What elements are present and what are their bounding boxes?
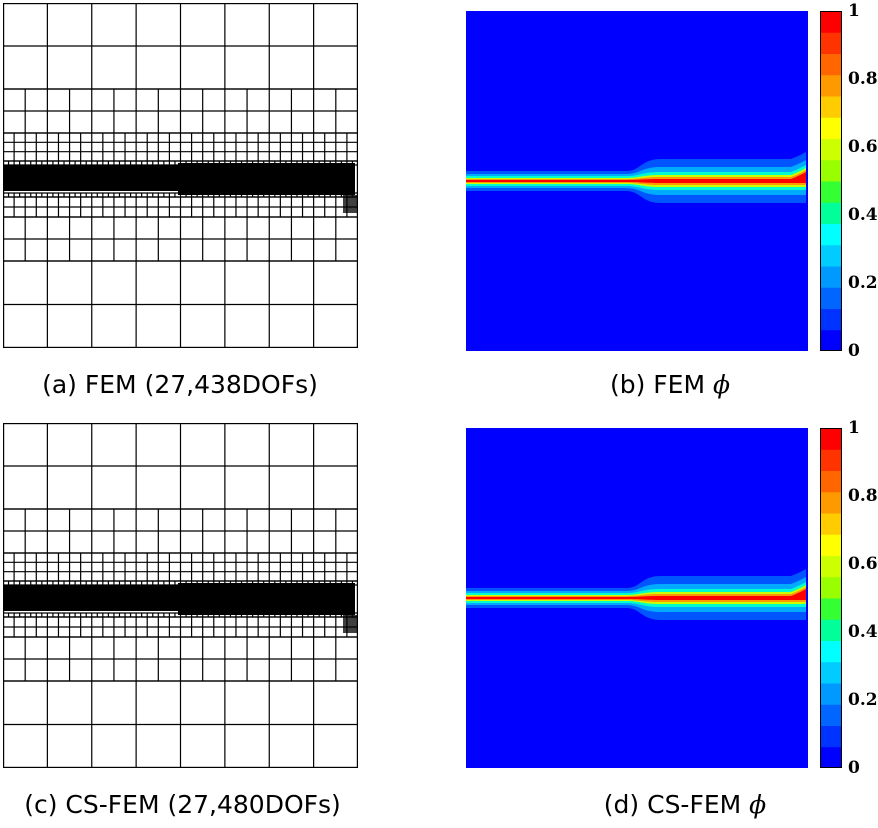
colorbar-segment <box>820 683 842 705</box>
colorbar-tick-label: 0.4 <box>848 205 878 225</box>
caption-d: (d) CS-FEM ϕ <box>603 790 767 819</box>
colorbar-tick-label: 0.6 <box>848 137 878 157</box>
colorbar-segment <box>820 308 842 331</box>
refined-tip <box>343 615 358 633</box>
colorbar-tick-label: 0.2 <box>848 273 878 293</box>
colorbar-tick-label: 1 <box>848 1 860 21</box>
colorbar-tick-label: 0.6 <box>848 554 878 574</box>
colorbar-segment <box>820 661 842 684</box>
colorbar-segment <box>820 74 842 97</box>
caption-b: (b) FEM ϕ <box>609 370 731 399</box>
colorbar-segment <box>820 159 842 182</box>
colorbar-segment <box>820 746 842 768</box>
colorbar-segment <box>820 725 842 748</box>
colorbar-segment <box>820 555 842 578</box>
colorbar-segment <box>820 138 842 161</box>
colorbar-fem <box>820 11 842 351</box>
colorbar-segment <box>820 287 842 309</box>
colorbar-segment <box>820 181 842 203</box>
caption-a: (a) FEM (27,438DOFs) <box>42 370 318 399</box>
colorbar-tick-label: 1 <box>848 418 860 438</box>
colorbar-border <box>820 11 842 351</box>
colorbar-cs-fem <box>820 428 842 768</box>
colorbar-tick-label: 0 <box>848 758 860 778</box>
colorbar-segment <box>820 704 842 726</box>
colorbar-tick-label: 0.2 <box>848 690 878 710</box>
colorbar-segment <box>820 329 842 351</box>
refined-band-left <box>3 165 178 191</box>
colorbar-tick-label: 0.8 <box>848 69 878 89</box>
mesh-plot-cs-fem <box>3 423 358 768</box>
colorbar-segment <box>820 449 842 471</box>
caption-c: (c) CS-FEM (27,480DOFs) <box>24 790 341 819</box>
mesh-plot-fem <box>3 3 358 348</box>
colorbar-segment <box>820 491 842 514</box>
refined-band-right <box>178 583 355 615</box>
colorbar-tick-label: 0.8 <box>848 486 878 506</box>
phase-field-plot-cs-fem <box>466 428 808 768</box>
refined-band-right <box>178 163 355 195</box>
colorbar-segment <box>820 117 842 139</box>
field-contour-5 <box>466 172 806 183</box>
colorbar-segment <box>820 576 842 599</box>
refined-band-left <box>3 585 178 611</box>
colorbar-segment <box>820 202 842 224</box>
colorbar-segment <box>820 11 842 33</box>
colorbar-segment <box>820 640 842 663</box>
colorbar-segment <box>820 223 842 246</box>
refined-tip <box>343 195 358 213</box>
colorbar-segment <box>820 598 842 620</box>
colorbar-segment <box>820 266 842 288</box>
colorbar-segment <box>820 619 842 641</box>
colorbar-segment <box>820 534 842 556</box>
colorbar-segment <box>820 513 842 535</box>
colorbar-segment <box>820 32 842 54</box>
colorbar-tick-label: 0.4 <box>848 622 878 642</box>
field-contour-5 <box>466 589 806 600</box>
colorbar-segment <box>820 96 842 118</box>
colorbar-border <box>820 428 842 768</box>
colorbar-segment <box>820 470 842 493</box>
colorbar-segment <box>820 244 842 267</box>
colorbar-segment <box>820 428 842 450</box>
colorbar-segment <box>820 53 842 76</box>
phase-field-plot-fem <box>466 11 808 351</box>
colorbar-tick-label: 0 <box>848 341 860 361</box>
mesh-lines <box>3 423 358 768</box>
